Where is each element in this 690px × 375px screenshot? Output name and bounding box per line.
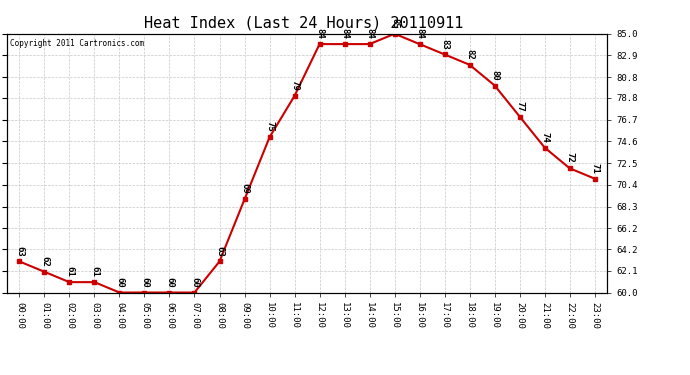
Text: 62: 62 (40, 256, 49, 267)
Text: 85: 85 (390, 18, 399, 28)
Text: 61: 61 (90, 266, 99, 277)
Text: 63: 63 (215, 246, 224, 256)
Text: 69: 69 (240, 183, 249, 194)
Text: 84: 84 (315, 28, 324, 39)
Text: 84: 84 (340, 28, 349, 39)
Text: 61: 61 (65, 266, 74, 277)
Text: 60: 60 (190, 277, 199, 287)
Text: Copyright 2011 Cartronics.com: Copyright 2011 Cartronics.com (10, 39, 144, 48)
Text: 60: 60 (140, 277, 149, 287)
Text: 60: 60 (165, 277, 174, 287)
Text: 82: 82 (465, 49, 474, 60)
Text: 75: 75 (265, 122, 274, 132)
Text: 72: 72 (565, 152, 574, 163)
Text: 83: 83 (440, 39, 449, 49)
Text: 80: 80 (490, 70, 499, 80)
Text: 84: 84 (415, 28, 424, 39)
Text: 63: 63 (15, 246, 24, 256)
Text: 79: 79 (290, 80, 299, 91)
Text: 74: 74 (540, 132, 549, 142)
Text: 71: 71 (590, 163, 599, 174)
Text: 77: 77 (515, 100, 524, 111)
Text: 60: 60 (115, 277, 124, 287)
Text: Heat Index (Last 24 Hours) 20110911: Heat Index (Last 24 Hours) 20110911 (144, 15, 463, 30)
Text: 84: 84 (365, 28, 374, 39)
